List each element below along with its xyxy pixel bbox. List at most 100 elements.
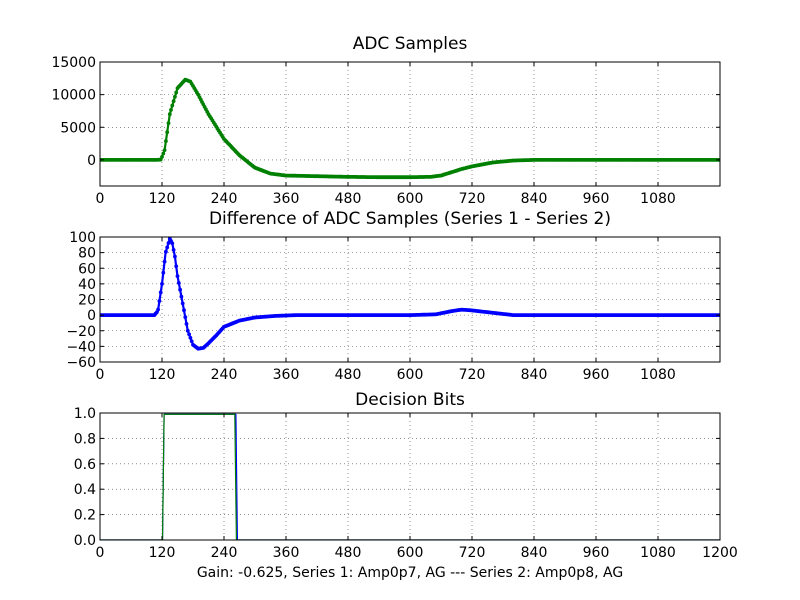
diff-difference-point (158, 290, 163, 295)
bits-x-tick-label-7: 840 (521, 545, 548, 561)
diff-difference-point (165, 245, 170, 250)
adc-series-2-point (169, 108, 173, 112)
diff-difference-point (180, 301, 185, 306)
diff-x-tick-label-1: 120 (149, 367, 176, 383)
diff-difference-point (161, 270, 166, 275)
adc-x-tick-label-7: 840 (521, 191, 548, 207)
adc-x-tick-label-8: 960 (583, 191, 610, 207)
diff-x-tick-label-3: 360 (273, 367, 300, 383)
diff-x-tick-label-0: 0 (96, 367, 105, 383)
diff-difference-point (189, 339, 194, 344)
diff-x-tick-label-2: 240 (211, 367, 238, 383)
diff-difference-point (162, 259, 167, 264)
diff-difference-point (182, 308, 186, 313)
diff-difference-point (173, 254, 177, 259)
diff-difference-point (160, 282, 164, 286)
diff-difference-point (164, 249, 168, 254)
diff-y-tick-label-1: −40 (66, 339, 96, 355)
diff-y-tick-label-3: 0 (87, 308, 96, 324)
bits-x-tick-label-0: 0 (96, 545, 105, 561)
bits-x-tick-label-8: 960 (583, 545, 610, 561)
adc-y-tick-label-1: 5000 (60, 120, 96, 136)
diff-difference-point (184, 322, 189, 326)
adc-samples-title: ADC Samples (353, 34, 468, 54)
adc-series-2-point (171, 99, 176, 104)
difference-title: Difference of ADC Samples (Series 1 - Se… (209, 209, 611, 229)
bits-x-tick-label-6: 720 (459, 545, 486, 561)
adc-axes-background (100, 62, 720, 186)
adc-series-2-point (167, 112, 172, 117)
diff-difference-point (188, 335, 193, 340)
bits-x-tick-label-9: 1080 (640, 545, 676, 561)
adc-samples-panel: ADC Samples 0 120 240 360 480 600 720 840 960 108… (51, 34, 721, 207)
adc-x-tick-label-0: 0 (96, 191, 105, 207)
adc-series-2-point (170, 103, 175, 108)
bits-x-tick-label-10: 1200 (702, 545, 738, 561)
adc-y-tick-label-2: 10000 (51, 88, 96, 104)
diff-plot-area (100, 237, 720, 351)
adc-x-tick-label-3: 360 (273, 191, 300, 207)
diff-difference-point (171, 248, 176, 252)
diff-x-tick-label-9: 1080 (640, 367, 676, 383)
diff-difference-point (176, 281, 181, 285)
adc-x-tick-label-6: 720 (459, 191, 486, 207)
diff-difference-point (178, 287, 183, 292)
diff-difference-point (185, 328, 190, 333)
adc-series-2-point (162, 148, 167, 153)
diff-y-tick-label-6: 60 (78, 261, 96, 277)
bits-y-tick-label-0: 0.0 (74, 533, 96, 549)
diff-difference-point (183, 315, 188, 319)
diff-x-tick-label-6: 720 (459, 367, 486, 383)
bits-y-tick-label-5: 1.0 (74, 406, 96, 422)
diff-difference-point (174, 264, 179, 269)
adc-y-tick-label-0: 0 (87, 153, 96, 169)
diff-y-tick-label-4: 20 (78, 293, 96, 309)
bits-x-tick-label-1: 120 (149, 545, 176, 561)
bits-y-tick-label-1: 0.2 (74, 508, 96, 524)
bits-y-tick-label-2: 0.4 (74, 482, 96, 498)
adc-x-tick-label-2: 240 (211, 191, 238, 207)
bits-x-tick-label-5: 600 (397, 545, 424, 561)
diff-y-tick-label-8: 100 (69, 230, 96, 246)
bits-plot-area (100, 413, 720, 540)
adc-series-2-point (173, 94, 177, 99)
bits-x-tick-label-4: 480 (335, 545, 362, 561)
bits-axes-background (100, 413, 720, 540)
diff-y-tick-label-0: −60 (66, 355, 96, 371)
adc-series-2-point (164, 139, 168, 144)
adc-series-2-point (174, 90, 179, 95)
diff-difference-point (179, 294, 184, 299)
adc-y-tick-label-3: 15000 (51, 55, 96, 71)
diff-x-tick-label-5: 600 (397, 367, 424, 383)
diff-x-tick-label-7: 840 (521, 367, 548, 383)
adc-series-2-point (161, 151, 166, 156)
diff-difference-point (166, 241, 171, 245)
adc-x-tick-label-9: 1080 (640, 191, 676, 207)
decision-bits-panel: Decision Bits 0 120 240 360 480 600 720 840 960 1… (74, 390, 738, 561)
adc-series-2-point (160, 155, 164, 159)
diff-x-tick-label-4: 480 (335, 367, 362, 383)
adc-plot-area (100, 77, 720, 180)
bits-series-2-line (100, 413, 720, 540)
gain-footer-label: Gain: -0.625, Series 1: Amp0p7, AG --- S… (197, 565, 623, 581)
difference-panel: Difference of ADC Samples (Series 1 - Se… (66, 209, 721, 383)
diff-y-tick-label-7: 80 (78, 246, 96, 262)
bits-y-tick-label-4: 0.8 (74, 431, 96, 447)
diff-difference-point (187, 332, 192, 337)
diff-difference-point (170, 241, 175, 246)
adc-x-tick-label-1: 120 (149, 191, 176, 207)
decision-bits-title: Decision Bits (355, 390, 465, 410)
adc-series-2-point (165, 130, 170, 135)
diff-difference-point (157, 299, 162, 303)
diff-difference-point (156, 307, 161, 312)
bits-y-tick-label-3: 0.6 (74, 457, 96, 473)
diff-difference-point (175, 274, 180, 278)
diff-y-tick-label-5: 40 (78, 277, 96, 293)
adc-x-tick-label-5: 600 (397, 191, 424, 207)
bits-x-tick-label-2: 240 (211, 545, 238, 561)
diff-y-tick-label-2: −20 (66, 324, 96, 340)
adc-series-2-point (166, 121, 171, 126)
bits-x-tick-label-3: 360 (273, 545, 300, 561)
adc-x-tick-label-4: 480 (335, 191, 362, 207)
